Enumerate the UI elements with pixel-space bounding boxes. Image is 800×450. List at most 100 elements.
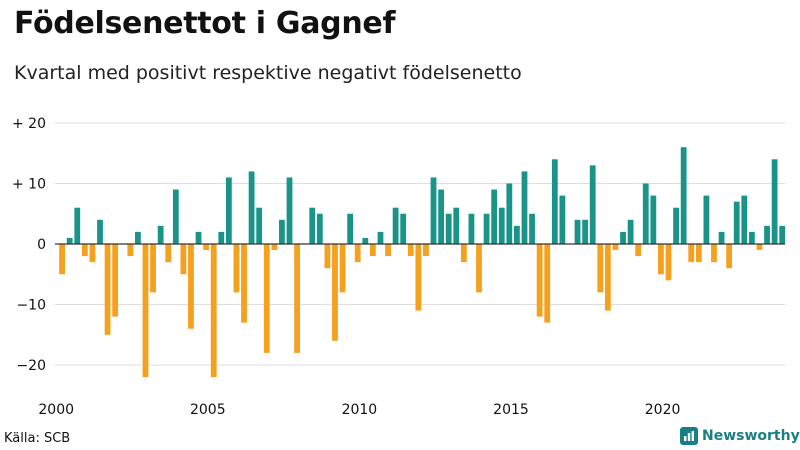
- bar: [627, 219, 634, 244]
- bar: [142, 244, 149, 378]
- bar: [385, 244, 391, 257]
- bar: [460, 244, 467, 263]
- bar: [544, 244, 551, 323]
- bar: [779, 225, 786, 244]
- newsworthy-logo-icon: [680, 427, 698, 445]
- bar: [635, 244, 642, 257]
- bar: [658, 244, 664, 275]
- bar: [263, 244, 270, 353]
- bar: [74, 207, 81, 244]
- bar: [536, 244, 543, 317]
- bar: [673, 207, 679, 244]
- bar: [468, 213, 475, 244]
- bar: [210, 244, 217, 378]
- bar: [430, 177, 437, 244]
- bar: [612, 244, 619, 251]
- bar: [756, 244, 763, 251]
- bar: [127, 244, 134, 257]
- bar: [59, 244, 65, 275]
- bar: [506, 183, 513, 244]
- brand-name: Newsworthy: [702, 428, 800, 444]
- bar: [165, 244, 172, 263]
- bar: [324, 244, 331, 269]
- bar: [316, 213, 323, 244]
- bar: [354, 244, 361, 263]
- axes: + 20 + 10 0 −10 −20 2000 2005 2010 2015 2020: [12, 116, 785, 418]
- bar: [476, 244, 482, 293]
- bar: [279, 219, 285, 244]
- bar: [89, 244, 96, 263]
- bar: [135, 231, 141, 244]
- bar: [81, 244, 88, 257]
- bar: [369, 244, 376, 257]
- x-tick-label: 2020: [645, 402, 681, 418]
- bar: [597, 244, 604, 293]
- bar: [294, 244, 300, 353]
- bar: [415, 244, 422, 311]
- bar: [521, 171, 528, 244]
- bar: [695, 244, 702, 263]
- bar: [445, 213, 452, 244]
- bar: [741, 195, 748, 244]
- bar: [248, 171, 255, 244]
- bars: [59, 147, 786, 378]
- bar: [157, 225, 164, 244]
- bar: [582, 219, 589, 244]
- bar: [400, 213, 407, 244]
- bar: [574, 219, 581, 244]
- bar: [559, 195, 566, 244]
- bar: [551, 159, 558, 244]
- bar: [66, 237, 73, 244]
- bar: [718, 231, 725, 244]
- bar: [271, 244, 278, 251]
- bar: [97, 219, 103, 244]
- bar: [225, 177, 232, 244]
- bar: [711, 244, 717, 263]
- brand-logo: Newsworthy: [680, 427, 800, 445]
- bar: [726, 244, 733, 269]
- bar: [498, 207, 505, 244]
- bar: [764, 225, 770, 244]
- bar: [172, 189, 179, 244]
- bar: [180, 244, 187, 275]
- bar: [188, 244, 194, 329]
- bar: [703, 195, 710, 244]
- bar: [529, 213, 535, 244]
- bar: [339, 244, 346, 293]
- bar: [423, 244, 429, 257]
- bar: [514, 225, 520, 244]
- bar: [642, 183, 649, 244]
- bar: [604, 244, 611, 311]
- bar: [112, 244, 119, 317]
- bar: [589, 165, 596, 244]
- bar: [218, 231, 225, 244]
- bar: [748, 231, 755, 244]
- y-tick-label: 0: [37, 237, 46, 253]
- bar: [771, 159, 778, 244]
- x-tick-label: 2005: [190, 402, 226, 418]
- bar: [233, 244, 240, 293]
- bar: [665, 244, 672, 281]
- bar: [104, 244, 111, 335]
- bar: [195, 231, 202, 244]
- bar: [347, 213, 354, 244]
- x-tick-label: 2015: [493, 402, 529, 418]
- bar: [241, 244, 247, 323]
- bar: [650, 195, 657, 244]
- chart-title: Födelsenettot i Gagnef: [14, 6, 396, 41]
- x-tick-label: 2010: [342, 402, 378, 418]
- bar: [733, 201, 740, 244]
- y-tick-label: −10: [16, 298, 46, 314]
- bar: [309, 207, 316, 244]
- bar: [286, 177, 293, 244]
- y-tick-label: + 10: [12, 177, 46, 193]
- bar: [256, 207, 263, 244]
- bar: [203, 244, 210, 251]
- y-tick-label: −20: [16, 358, 46, 374]
- bar: [362, 237, 369, 244]
- gridlines: [55, 122, 785, 366]
- bar: [150, 244, 156, 293]
- bar: [620, 231, 626, 244]
- bar: [392, 207, 399, 244]
